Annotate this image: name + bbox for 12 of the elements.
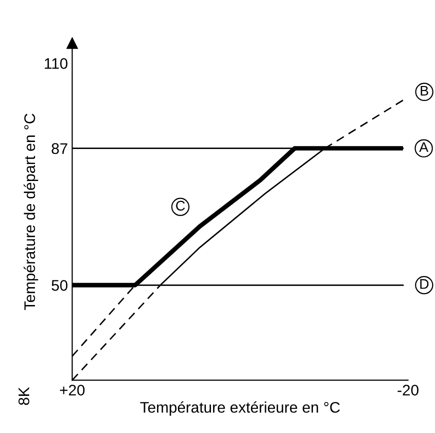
ref-line-label: D (420, 279, 429, 289)
y-tick-label: 110 (44, 58, 68, 69)
series-label: C (176, 200, 185, 211)
x-tick-label: -20 (398, 384, 418, 396)
ref-line-label: A (419, 142, 428, 152)
y-axis-title: Température de départ en °C (24, 114, 38, 310)
text: 8K (18, 387, 30, 405)
series-label: B (420, 86, 428, 96)
y-tick-label: 87 (52, 143, 68, 154)
x-tick-label: +20 (60, 384, 85, 396)
x-axis-title: Température extérieure en °C (140, 401, 340, 416)
y-tick-label: 50 (52, 280, 68, 291)
